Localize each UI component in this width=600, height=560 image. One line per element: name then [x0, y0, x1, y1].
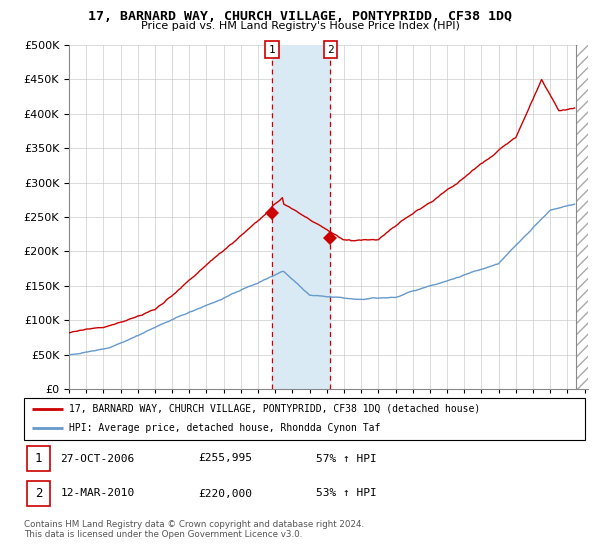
Text: 17, BARNARD WAY, CHURCH VILLAGE, PONTYPRIDD, CF38 1DQ: 17, BARNARD WAY, CHURCH VILLAGE, PONTYPR…	[88, 10, 512, 23]
Text: £255,995: £255,995	[198, 454, 252, 464]
Text: 1: 1	[35, 452, 43, 465]
Text: 53% ↑ HPI: 53% ↑ HPI	[316, 488, 376, 498]
Text: 2: 2	[327, 45, 334, 55]
Text: Contains HM Land Registry data © Crown copyright and database right 2024.
This d: Contains HM Land Registry data © Crown c…	[24, 520, 364, 539]
Bar	[27, 446, 50, 471]
Bar	[27, 481, 50, 506]
Text: Price paid vs. HM Land Registry's House Price Index (HPI): Price paid vs. HM Land Registry's House …	[140, 21, 460, 31]
Text: HPI: Average price, detached house, Rhondda Cynon Taf: HPI: Average price, detached house, Rhon…	[69, 423, 380, 433]
Text: 2: 2	[35, 487, 43, 500]
Text: 12-MAR-2010: 12-MAR-2010	[61, 488, 135, 498]
Text: 17, BARNARD WAY, CHURCH VILLAGE, PONTYPRIDD, CF38 1DQ (detached house): 17, BARNARD WAY, CHURCH VILLAGE, PONTYPR…	[69, 404, 480, 414]
Text: £220,000: £220,000	[198, 488, 252, 498]
Text: 57% ↑ HPI: 57% ↑ HPI	[316, 454, 376, 464]
Bar	[272, 45, 330, 389]
Text: 1: 1	[269, 45, 275, 55]
Text: 27-OCT-2006: 27-OCT-2006	[61, 454, 135, 464]
